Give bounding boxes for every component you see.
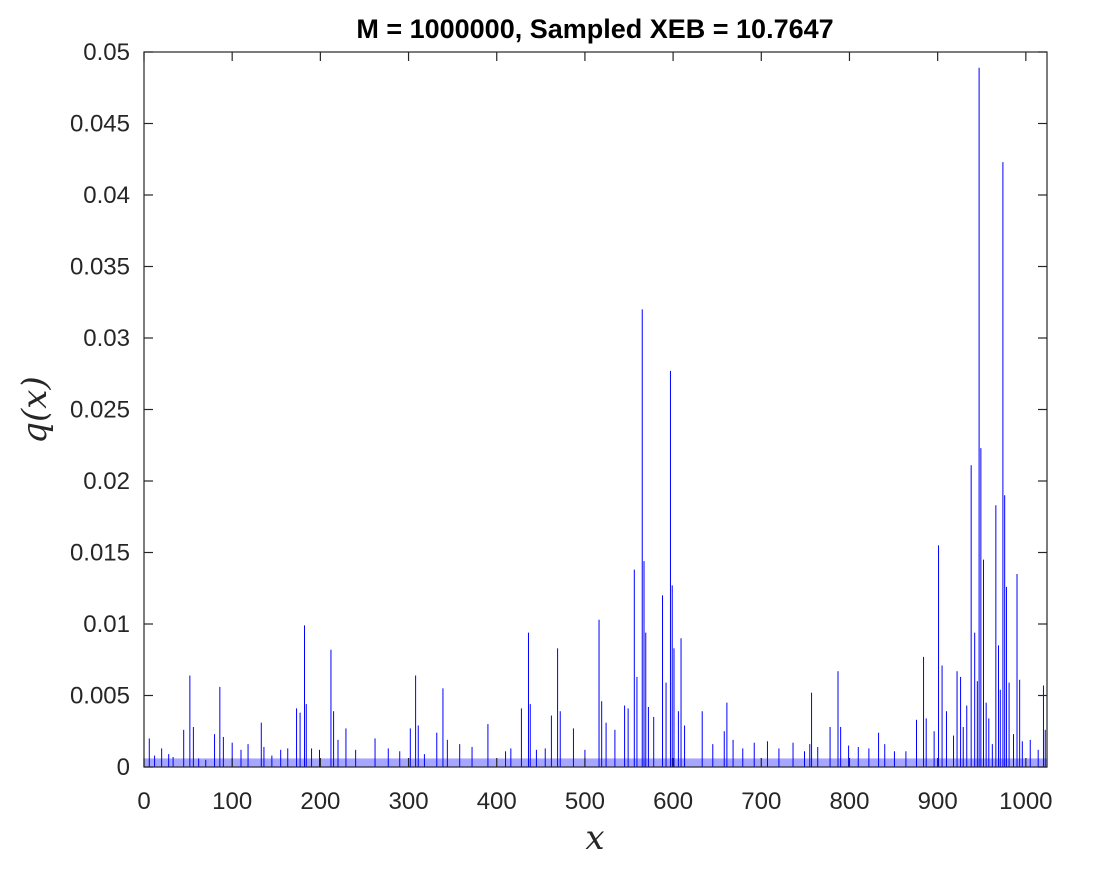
x-tick-label: 1000 [999, 788, 1052, 815]
chart-title: M = 1000000, Sampled XEB = 10.7647 [356, 14, 833, 44]
axes-layer: 0 100 200 300 400 500 600 700 800 900 1000 0 0.005 0.… [70, 39, 1053, 815]
x-tick-label: 200 [300, 788, 340, 815]
y-tick-label: 0.04 [83, 182, 130, 209]
x-tick-label: 800 [829, 788, 869, 815]
y-tick-label: 0.005 [70, 683, 130, 710]
bars-layer [144, 67, 1047, 767]
x-tick-label: 0 [137, 788, 150, 815]
low-value-band [144, 758, 1047, 767]
x-tick-label: 400 [477, 788, 517, 815]
y-tick-label: 0.02 [83, 468, 130, 495]
y-tick-label: 0.05 [83, 39, 130, 66]
y-tick-label: 0.025 [70, 397, 130, 424]
x-tick-label: 500 [565, 788, 605, 815]
y-axis-label: q(x) [15, 376, 55, 443]
y-tick-label: 0 [117, 754, 130, 781]
y-tick-label: 0.03 [83, 325, 130, 352]
x-tick-label: 100 [212, 788, 252, 815]
x-tick-label: 700 [741, 788, 781, 815]
y-tick-label: 0.01 [83, 611, 130, 638]
x-tick-label: 600 [653, 788, 693, 815]
y-tick-label: 0.045 [70, 111, 130, 138]
x-tick-label: 900 [918, 788, 958, 815]
x-tick-label: 300 [389, 788, 429, 815]
x-axis-label: x [585, 818, 604, 858]
y-tick-label: 0.015 [70, 540, 130, 567]
y-tick-label: 0.035 [70, 254, 130, 281]
